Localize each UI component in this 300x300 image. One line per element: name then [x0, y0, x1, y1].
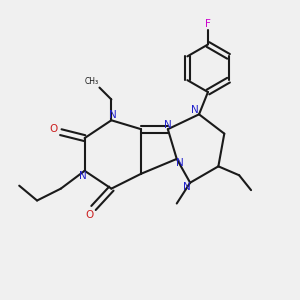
Text: N: N [109, 110, 117, 120]
Text: N: N [176, 158, 184, 168]
Text: F: F [205, 19, 211, 29]
Text: N: N [183, 182, 191, 192]
Text: N: N [191, 105, 199, 115]
Text: O: O [49, 124, 58, 134]
Text: N: N [164, 120, 172, 130]
Text: N: N [79, 171, 87, 181]
Text: O: O [85, 210, 93, 220]
Text: CH₃: CH₃ [85, 77, 99, 86]
